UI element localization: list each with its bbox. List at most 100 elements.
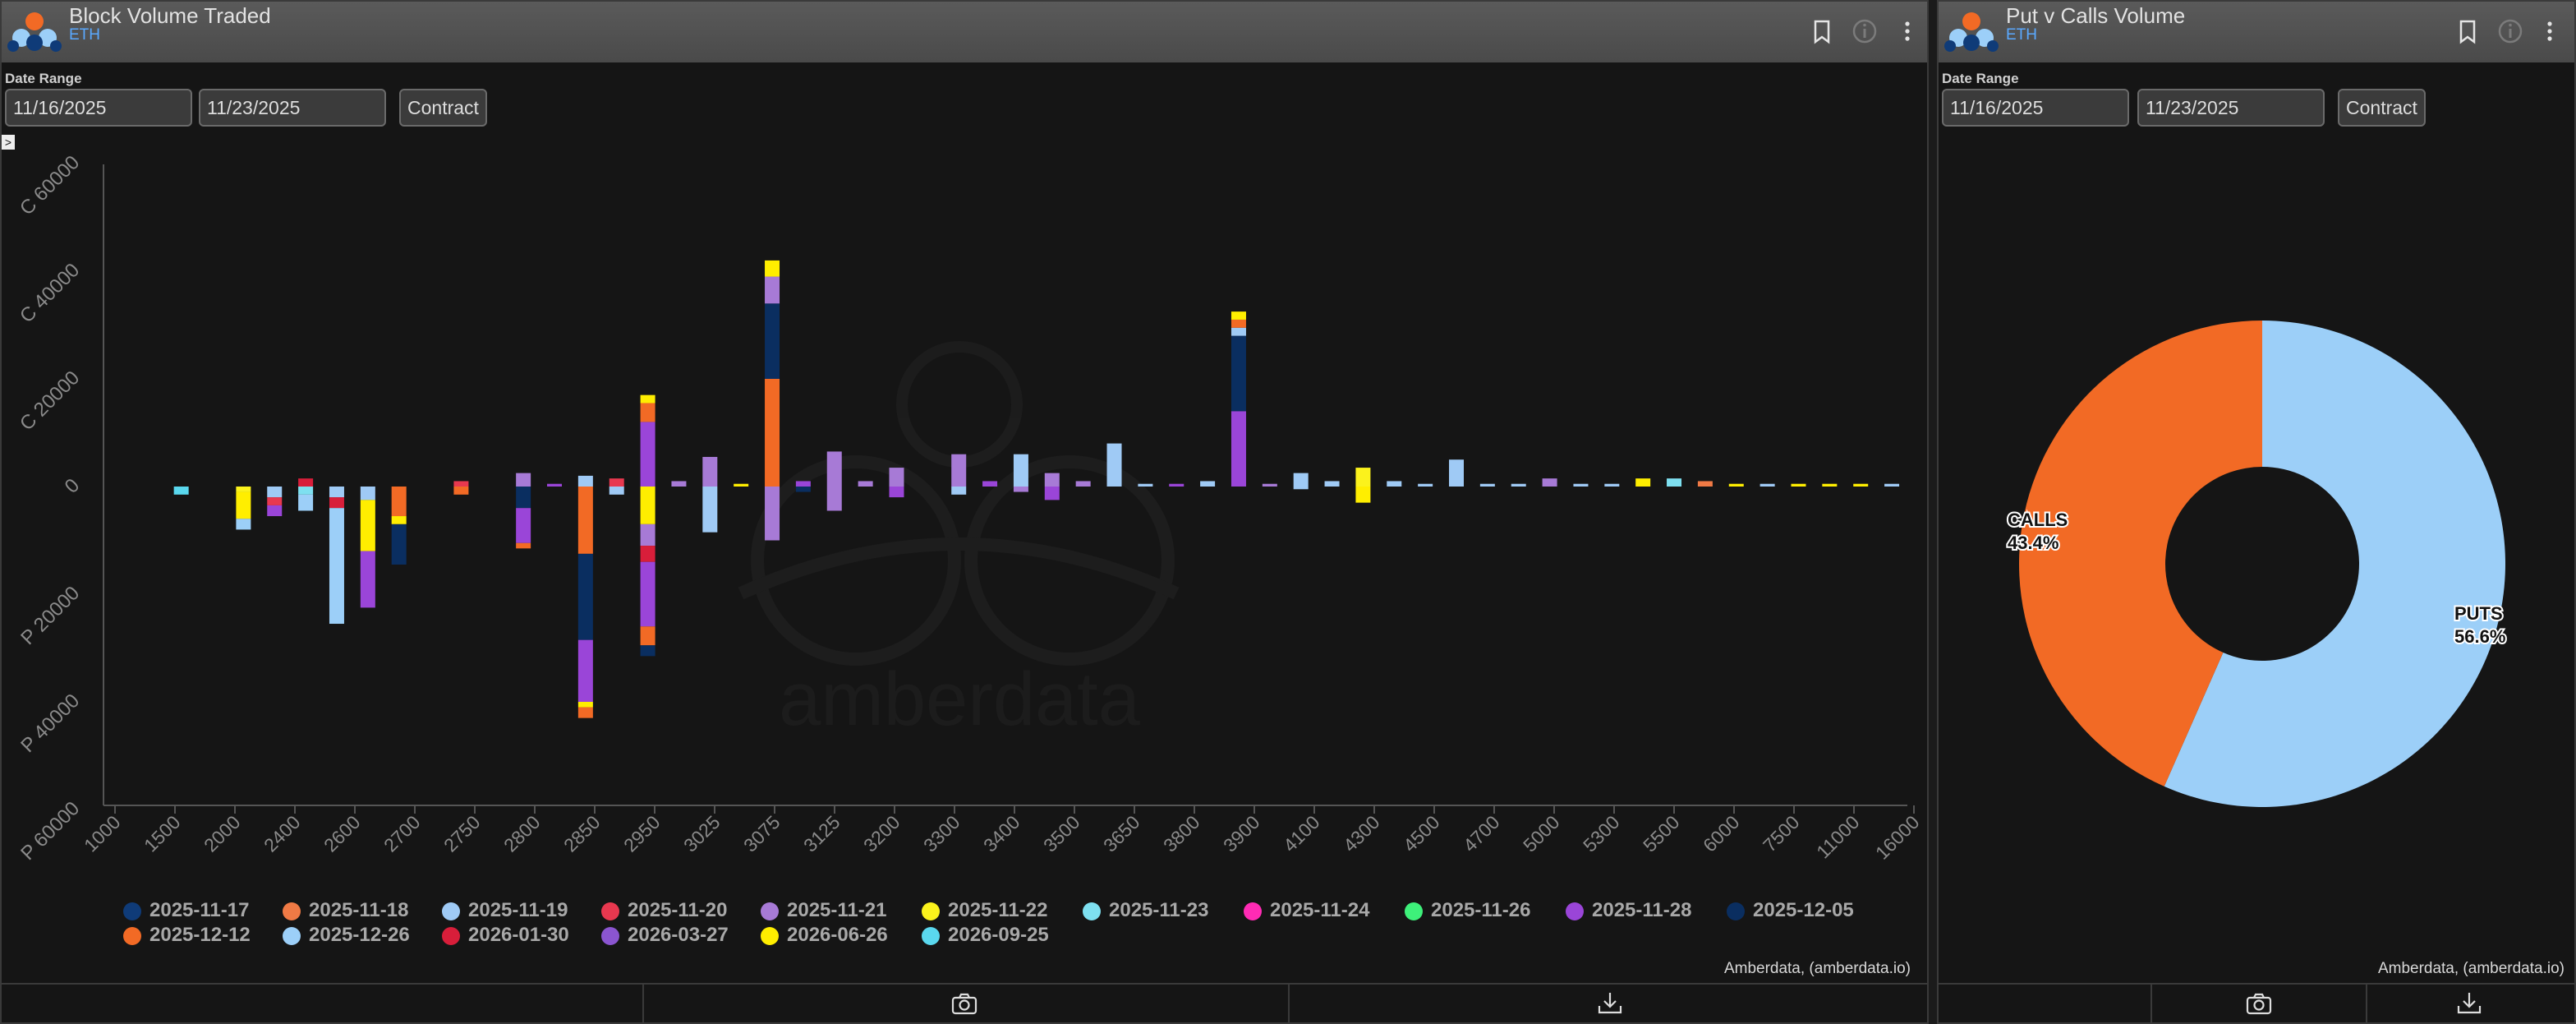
bar-segment[interactable]	[360, 500, 375, 551]
bar-segment[interactable]	[453, 487, 469, 495]
bar-segment[interactable]	[1355, 468, 1371, 487]
bar-segment[interactable]	[951, 487, 967, 495]
bar-segment[interactable]	[702, 487, 718, 533]
bar-segment[interactable]	[453, 481, 469, 487]
bar-segment[interactable]	[360, 487, 375, 500]
download-button[interactable]	[1288, 985, 1929, 1022]
bar-segment[interactable]	[391, 516, 407, 524]
bar-segment[interactable]	[640, 524, 656, 547]
bar-segment[interactable]	[236, 491, 251, 519]
bar-segment[interactable]	[1262, 483, 1277, 487]
bar-segment[interactable]	[640, 645, 656, 657]
bar-segment[interactable]	[1230, 311, 1246, 320]
bar-segment[interactable]	[795, 481, 811, 487]
bar-segment[interactable]	[1106, 443, 1122, 487]
end-date-input[interactable]	[2137, 89, 2325, 127]
bar-segment[interactable]	[765, 303, 780, 379]
bar-segment[interactable]	[1230, 327, 1246, 336]
bar-segment[interactable]	[1355, 487, 1371, 503]
start-date-input[interactable]	[5, 89, 192, 127]
bar-segment[interactable]	[329, 487, 344, 498]
bar-segment[interactable]	[1635, 478, 1651, 487]
bar-segment[interactable]	[1418, 483, 1433, 487]
bar-segment[interactable]	[1044, 487, 1060, 500]
bar-segment[interactable]	[982, 481, 998, 487]
bar-segment[interactable]	[1013, 487, 1028, 492]
screenshot-button[interactable]	[2150, 985, 2366, 1022]
bar-segment[interactable]	[1138, 483, 1153, 487]
bar-segment[interactable]	[577, 702, 593, 708]
bar-segment[interactable]	[609, 487, 624, 495]
bar-segment[interactable]	[1169, 483, 1184, 487]
bar-segment[interactable]	[298, 478, 314, 487]
bar-segment[interactable]	[1293, 487, 1309, 490]
bar-segment[interactable]	[1230, 335, 1246, 412]
bar-segment[interactable]	[1324, 481, 1340, 487]
bar-segment[interactable]	[1542, 478, 1557, 487]
bookmark-icon[interactable]	[1807, 16, 1837, 46]
bar-segment[interactable]	[236, 519, 251, 530]
start-date-input[interactable]	[1942, 89, 2129, 127]
kebab-menu-icon[interactable]	[1893, 16, 1922, 46]
bar-segment[interactable]	[298, 487, 314, 495]
bar-segment[interactable]	[516, 508, 531, 543]
bar-segment[interactable]	[577, 707, 593, 718]
bar-segment[interactable]	[267, 487, 283, 498]
bar-segment[interactable]	[1013, 454, 1028, 487]
donut-slice[interactable]	[2019, 321, 2262, 786]
bar-segment[interactable]	[640, 422, 656, 487]
bar-segment[interactable]	[765, 276, 780, 304]
bar-segment[interactable]	[577, 487, 593, 554]
contract-button[interactable]: Contract	[2338, 89, 2426, 127]
bar-segment[interactable]	[640, 626, 656, 646]
bar-segment[interactable]	[1230, 411, 1246, 487]
bar-segment[interactable]	[577, 553, 593, 640]
bar-segment[interactable]	[1044, 473, 1060, 487]
bar-segment[interactable]	[1573, 483, 1589, 487]
bar-segment[interactable]	[795, 487, 811, 492]
bar-segment[interactable]	[702, 456, 718, 487]
bar-segment[interactable]	[1667, 478, 1682, 487]
bar-segment[interactable]	[889, 487, 904, 498]
bar-segment[interactable]	[577, 639, 593, 702]
bar-segment[interactable]	[267, 505, 283, 517]
bar-segment[interactable]	[1760, 483, 1775, 487]
bar-segment[interactable]	[391, 487, 407, 517]
bar-segment[interactable]	[391, 524, 407, 565]
bar-segment[interactable]	[951, 454, 967, 487]
screenshot-button[interactable]	[642, 985, 1288, 1022]
bookmark-icon[interactable]	[2453, 16, 2482, 46]
download-button[interactable]	[2366, 985, 2576, 1022]
bar-segment[interactable]	[1697, 481, 1713, 487]
bar-segment[interactable]	[516, 487, 531, 509]
bar-segment[interactable]	[1604, 483, 1620, 487]
bar-segment[interactable]	[1293, 473, 1309, 487]
bar-segment[interactable]	[640, 394, 656, 404]
bar-segment[interactable]	[267, 497, 283, 505]
bar-segment[interactable]	[547, 483, 562, 487]
bar-segment[interactable]	[1387, 481, 1402, 487]
bar-segment[interactable]	[640, 487, 656, 524]
bar-segment[interactable]	[1449, 459, 1464, 487]
bar-segment[interactable]	[671, 481, 687, 487]
bar-segment[interactable]	[577, 475, 593, 487]
bar-segment[interactable]	[298, 494, 314, 511]
bar-segment[interactable]	[826, 451, 842, 487]
bar-segment[interactable]	[1728, 483, 1744, 487]
bar-segment[interactable]	[1511, 483, 1526, 487]
bar-segment[interactable]	[329, 497, 344, 509]
bar-segment[interactable]	[734, 483, 749, 487]
bar-segment[interactable]	[765, 487, 780, 541]
bar-segment[interactable]	[1822, 483, 1838, 487]
contract-button[interactable]: Contract	[399, 89, 487, 127]
bar-segment[interactable]	[1884, 483, 1900, 487]
bar-segment[interactable]	[640, 546, 656, 562]
bar-segment[interactable]	[329, 508, 344, 625]
bar-segment[interactable]	[516, 542, 531, 549]
bar-segment[interactable]	[858, 481, 873, 487]
bar-segment[interactable]	[640, 561, 656, 627]
bar-segment[interactable]	[889, 468, 904, 487]
bar-segment[interactable]	[1230, 319, 1246, 328]
info-icon[interactable]	[1850, 16, 1879, 46]
kebab-menu-icon[interactable]	[2535, 16, 2564, 46]
